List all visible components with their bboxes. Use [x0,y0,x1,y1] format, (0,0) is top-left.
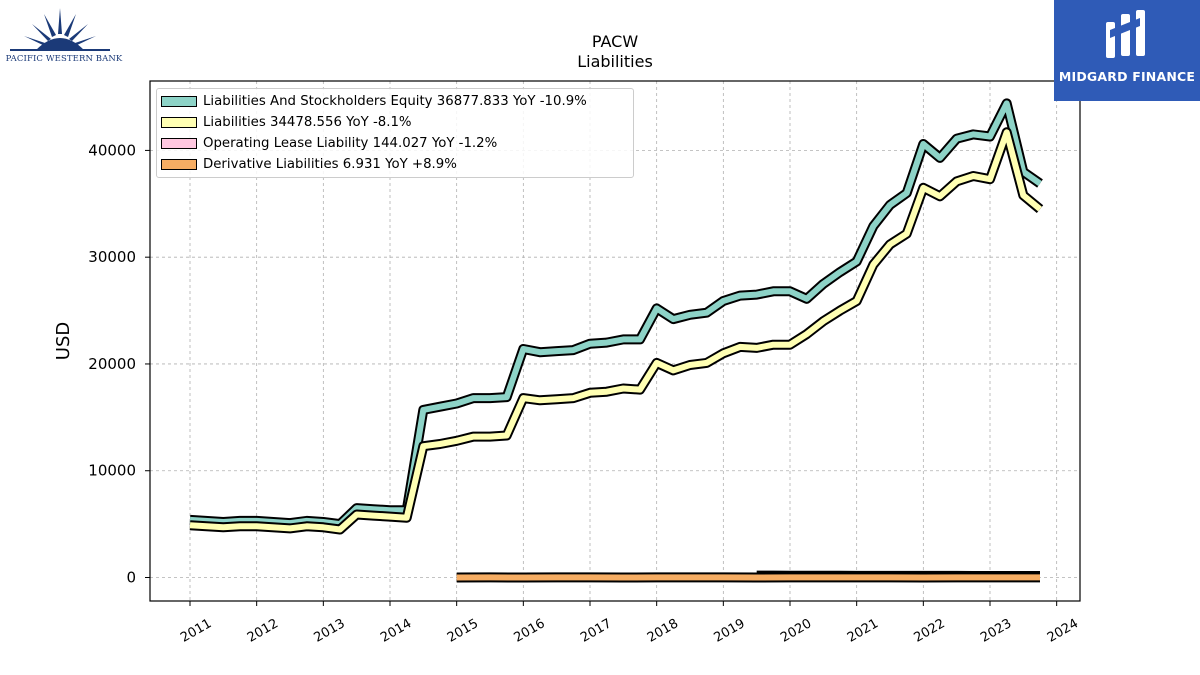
x-tick-label: 2020 [778,616,814,646]
legend-swatch [161,116,197,128]
y-tick-label: 0 [126,569,136,587]
x-tick-label: 2011 [178,616,214,646]
legend-label: Operating Lease Liability 144.027 YoY -1… [203,135,498,151]
x-tick-label: 2018 [645,616,681,646]
x-tick-label: 2014 [378,616,414,646]
y-tick-label: 30000 [88,248,136,266]
legend-entry: Operating Lease Liability 144.027 YoY -1… [161,133,497,153]
legend-label: Liabilities And Stockholders Equity 3687… [203,93,587,109]
series-outline [189,127,1044,535]
legend-swatch [161,95,197,107]
midgard-finance-logo: MIDGARD FINANCE [1054,0,1200,101]
x-tick-label: 2016 [512,616,548,646]
legend-entry: Derivative Liabilities 6.931 YoY +8.9% [161,154,457,174]
left-logo-text: PACIFIC WESTERN BANK [5,54,123,64]
midgard-mark-icon [1106,10,1145,58]
y-axis-label: USD [53,322,74,360]
right-logo-text: MIDGARD FINANCE [1058,69,1196,84]
series-line [189,100,1042,528]
x-tick-label: 2019 [712,616,748,646]
legend-label: Derivative Liabilities 6.931 YoY +8.9% [203,156,457,172]
y-tick-label: 10000 [88,462,136,480]
y-tick-label: 40000 [88,141,136,159]
x-tick-label: 2017 [578,616,614,646]
y-tick-label: 20000 [88,355,136,373]
series-lines [189,98,1044,583]
sunburst-logo-icon [10,8,110,51]
x-tick-label: 2024 [1045,616,1081,646]
x-tick-label: 2013 [312,616,348,646]
chart-subtitle: Liabilities [577,52,653,71]
legend-entry: Liabilities 34478.556 YoY -8.1% [161,112,412,132]
legend: Liabilities And Stockholders Equity 3687… [156,88,634,178]
legend-entry: Liabilities And Stockholders Equity 3687… [161,91,587,111]
legend-swatch [161,137,197,149]
x-tick-label: 2012 [245,616,281,646]
plot-frame [149,80,1081,602]
legend-swatch [161,158,197,170]
x-tick-label: 2021 [845,616,881,646]
series-line [189,129,1042,533]
legend-label: Liabilities 34478.556 YoY -8.1% [203,114,412,130]
pacific-western-bank-logo: PACIFIC WESTERN BANK [4,6,122,66]
x-tick-label: 2023 [978,616,1014,646]
x-tick-label: 2015 [445,616,481,646]
x-tick-label: 2022 [912,616,948,646]
axes [149,80,1081,602]
chart-title: PACW [592,32,638,51]
